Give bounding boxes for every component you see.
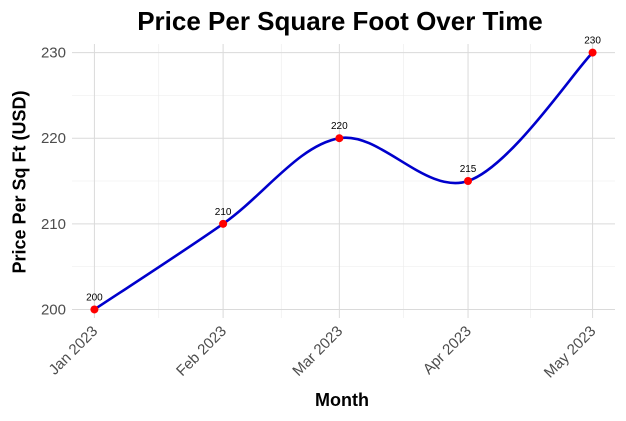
data-point (90, 305, 99, 314)
x-tick-label: May 2023 (541, 323, 600, 382)
data-label: 215 (460, 164, 477, 175)
data-label: 210 (215, 207, 232, 218)
y-tick-label: 200 (41, 301, 66, 318)
x-tick-label: Mar 2023 (289, 323, 346, 380)
y-tick-label: 230 (41, 45, 66, 62)
data-point (219, 219, 228, 228)
data-label: 200 (86, 292, 103, 303)
data-point (588, 48, 597, 57)
x-tick-label: Jan 2023 (46, 323, 102, 379)
x-tick-label: Apr 2023 (420, 323, 475, 378)
x-tick-label: Feb 2023 (173, 323, 230, 380)
y-tick-label: 220 (41, 130, 66, 147)
data-label: 220 (331, 121, 348, 132)
data-point (464, 177, 473, 185)
data-label: 230 (584, 36, 601, 47)
chart-title: Price Per Square Foot Over Time (137, 6, 543, 36)
data-point (335, 134, 344, 143)
y-tick-label: 210 (41, 216, 66, 233)
x-axis-label: Month (315, 390, 369, 410)
